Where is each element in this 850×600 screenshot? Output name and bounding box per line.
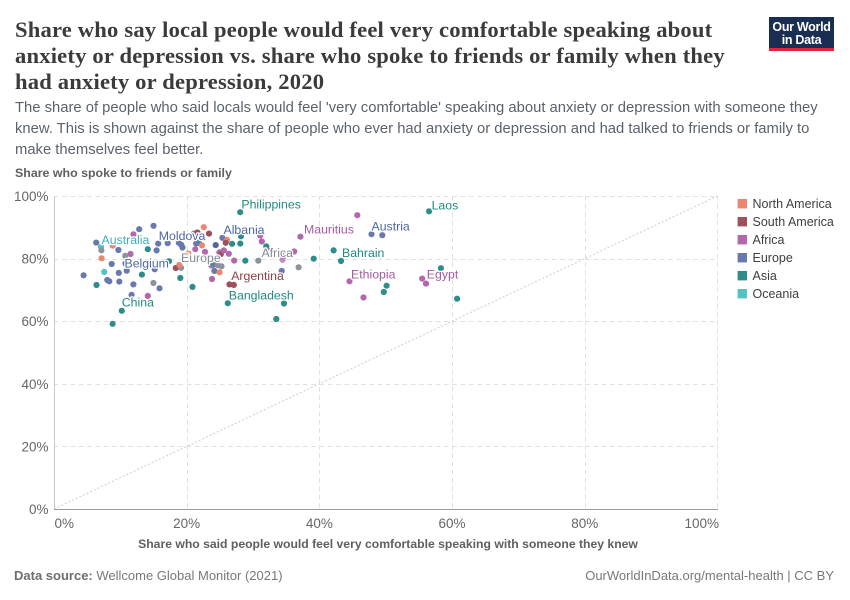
svg-text:Africa: Africa xyxy=(262,246,294,260)
svg-text:Ethiopia: Ethiopia xyxy=(351,267,396,281)
svg-text:Mauritius: Mauritius xyxy=(304,222,354,236)
svg-text:Europe: Europe xyxy=(753,251,793,265)
svg-text:Philippines: Philippines xyxy=(241,198,300,212)
svg-text:40%: 40% xyxy=(306,516,333,531)
svg-text:20%: 20% xyxy=(173,516,200,531)
svg-text:100%: 100% xyxy=(14,189,49,204)
svg-text:Europe: Europe xyxy=(181,251,221,265)
svg-text:Australia: Australia xyxy=(102,233,150,247)
svg-text:60%: 60% xyxy=(439,516,466,531)
svg-text:40%: 40% xyxy=(21,377,48,392)
svg-text:20%: 20% xyxy=(21,439,48,454)
svg-text:North America: North America xyxy=(753,197,832,211)
svg-text:Oceania: Oceania xyxy=(753,287,800,301)
svg-text:South America: South America xyxy=(753,215,834,229)
svg-text:Belgium: Belgium xyxy=(125,257,169,271)
svg-text:Bahrain: Bahrain xyxy=(342,246,385,260)
svg-text:0%: 0% xyxy=(55,516,75,531)
svg-text:Moldova: Moldova xyxy=(159,229,206,243)
svg-text:Albania: Albania xyxy=(224,223,265,237)
svg-text:0%: 0% xyxy=(29,502,49,517)
svg-text:Laos: Laos xyxy=(432,199,459,213)
svg-text:60%: 60% xyxy=(21,314,48,329)
svg-text:Bangladesh: Bangladesh xyxy=(229,289,294,303)
svg-text:Asia: Asia xyxy=(753,269,777,283)
svg-text:China: China xyxy=(122,296,154,310)
svg-text:Austria: Austria xyxy=(372,220,410,234)
svg-text:Egypt: Egypt xyxy=(427,268,459,282)
svg-text:80%: 80% xyxy=(21,252,48,267)
svg-text:100%: 100% xyxy=(684,516,719,531)
svg-text:Africa: Africa xyxy=(753,233,785,247)
svg-text:80%: 80% xyxy=(571,516,598,531)
svg-text:Argentina: Argentina xyxy=(231,269,284,283)
